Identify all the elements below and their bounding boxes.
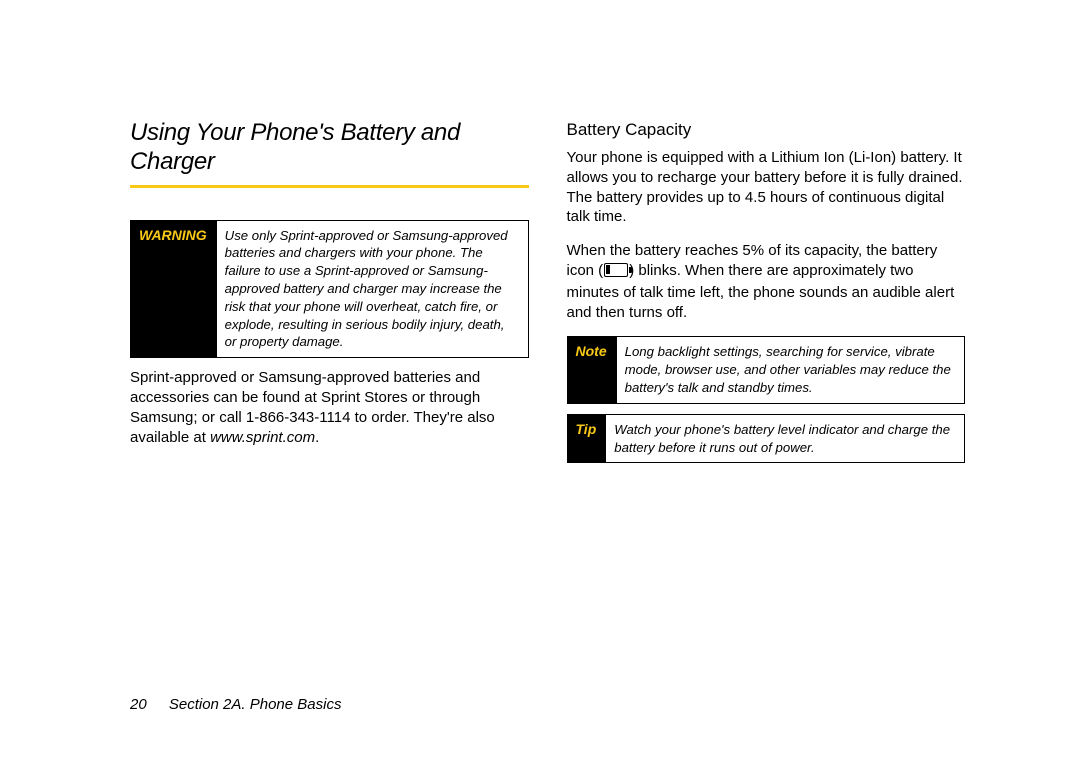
- battery-icon: [604, 263, 628, 283]
- warning-label: WARNING: [131, 221, 217, 358]
- right-para-2: When the battery reaches 5% of its capac…: [567, 241, 966, 322]
- right-para-1: Your phone is equipped with a Lithium Io…: [567, 148, 966, 227]
- two-column-layout: Using Your Phone's Battery and Charger W…: [130, 118, 965, 473]
- sprint-url: www.sprint.com: [210, 429, 315, 446]
- tip-label: Tip: [568, 415, 607, 463]
- left-column: Using Your Phone's Battery and Charger W…: [130, 118, 529, 473]
- battery-capacity-heading: Battery Capacity: [567, 120, 966, 140]
- left-para-tail: .: [315, 429, 319, 446]
- page-number: 20: [130, 696, 147, 713]
- note-label: Note: [568, 337, 617, 402]
- title-underline: [130, 185, 529, 188]
- left-paragraph: Sprint-approved or Samsung-approved batt…: [130, 368, 529, 447]
- tip-text: Watch your phone's battery level indicat…: [606, 415, 964, 463]
- page-footer: 20 Section 2A. Phone Basics: [130, 696, 341, 713]
- section-title: Using Your Phone's Battery and Charger: [130, 118, 529, 177]
- document-page: Using Your Phone's Battery and Charger W…: [0, 0, 1080, 771]
- tip-callout: Tip Watch your phone's battery level ind…: [567, 414, 966, 464]
- right-column: Battery Capacity Your phone is equipped …: [567, 118, 966, 473]
- note-callout: Note Long backlight settings, searching …: [567, 336, 966, 403]
- warning-text: Use only Sprint-approved or Samsung-appr…: [217, 221, 528, 358]
- note-text: Long backlight settings, searching for s…: [617, 337, 964, 402]
- section-name: Section 2A. Phone Basics: [169, 696, 342, 713]
- warning-callout: WARNING Use only Sprint-approved or Sams…: [130, 220, 529, 359]
